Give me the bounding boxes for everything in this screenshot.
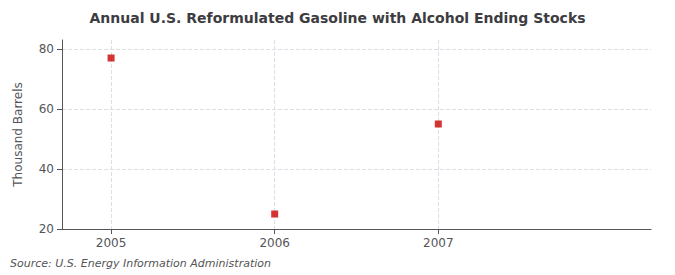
svg-text:Thousand Barrels: Thousand Barrels: [11, 82, 25, 187]
svg-text:40: 40: [39, 162, 54, 176]
svg-text:2006: 2006: [259, 236, 290, 250]
svg-text:20: 20: [39, 222, 54, 236]
svg-text:80: 80: [39, 42, 54, 56]
svg-text:Source: U.S. Energy Informatio: Source: U.S. Energy Information Administ…: [10, 257, 271, 270]
svg-text:2005: 2005: [96, 236, 127, 250]
svg-text:2007: 2007: [423, 236, 454, 250]
svg-text:Annual U.S. Reformulated Gasol: Annual U.S. Reformulated Gasoline with A…: [89, 10, 585, 26]
svg-text:60: 60: [39, 102, 54, 116]
